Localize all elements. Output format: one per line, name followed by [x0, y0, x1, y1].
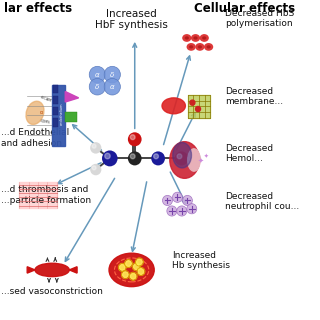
Text: Decreased
neutrophil cou...: Decreased neutrophil cou... — [225, 192, 300, 211]
Circle shape — [102, 150, 117, 166]
Circle shape — [187, 204, 197, 214]
Circle shape — [196, 107, 201, 112]
Circle shape — [190, 153, 201, 164]
Text: δ: δ — [110, 72, 115, 78]
Circle shape — [130, 135, 135, 140]
Text: ...d Endothelial
and adhesion: ...d Endothelial and adhesion — [1, 128, 69, 148]
Ellipse shape — [170, 142, 199, 178]
Text: α: α — [95, 72, 100, 78]
Circle shape — [130, 154, 135, 159]
Text: α: α — [40, 110, 43, 115]
Bar — [65, 112, 77, 122]
Ellipse shape — [173, 142, 191, 168]
Circle shape — [133, 264, 139, 270]
Text: COMS: COMS — [40, 119, 51, 124]
Bar — [53, 118, 58, 126]
Text: lar effects: lar effects — [4, 2, 72, 15]
Circle shape — [138, 269, 144, 274]
Circle shape — [192, 155, 196, 159]
Circle shape — [89, 66, 105, 83]
Circle shape — [167, 206, 177, 216]
Circle shape — [151, 151, 165, 165]
Circle shape — [182, 196, 192, 205]
Circle shape — [177, 154, 182, 159]
Circle shape — [90, 142, 101, 154]
Bar — [53, 85, 58, 93]
Ellipse shape — [26, 101, 44, 124]
Bar — [53, 96, 58, 104]
Circle shape — [177, 206, 187, 216]
Ellipse shape — [183, 35, 191, 41]
Circle shape — [130, 273, 136, 279]
Ellipse shape — [196, 44, 204, 50]
Text: ✦: ✦ — [198, 158, 204, 164]
Ellipse shape — [109, 253, 154, 287]
Ellipse shape — [205, 44, 212, 50]
Bar — [53, 107, 58, 116]
Circle shape — [92, 166, 96, 170]
Polygon shape — [69, 267, 77, 273]
Text: Increased
Hb synthesis: Increased Hb synthesis — [172, 251, 230, 270]
Text: Cellular effects: Cellular effects — [194, 2, 295, 15]
Circle shape — [104, 66, 120, 83]
Ellipse shape — [198, 46, 202, 48]
Ellipse shape — [162, 98, 185, 114]
Circle shape — [163, 196, 172, 205]
Circle shape — [90, 164, 101, 175]
Ellipse shape — [192, 35, 199, 41]
Polygon shape — [27, 267, 35, 273]
Text: sVCAM: sVCAM — [40, 95, 52, 103]
Ellipse shape — [185, 37, 188, 39]
Text: δ: δ — [95, 84, 100, 90]
Text: endothelium: endothelium — [60, 102, 63, 125]
Ellipse shape — [187, 44, 195, 50]
Circle shape — [126, 261, 131, 267]
Circle shape — [154, 154, 158, 159]
Ellipse shape — [35, 263, 69, 276]
Circle shape — [172, 192, 182, 202]
Circle shape — [175, 151, 188, 165]
Text: α: α — [110, 84, 115, 90]
Circle shape — [190, 100, 195, 105]
Ellipse shape — [207, 46, 210, 48]
Bar — [20, 182, 57, 208]
Circle shape — [128, 132, 141, 146]
Text: Decreased
membrane...: Decreased membrane... — [225, 87, 283, 106]
Ellipse shape — [194, 37, 197, 39]
Ellipse shape — [190, 46, 193, 48]
Text: ...sed vasoconstriction: ...sed vasoconstriction — [1, 287, 103, 296]
Circle shape — [123, 272, 128, 277]
Text: Decreased HbS
polymerisation: Decreased HbS polymerisation — [225, 9, 294, 28]
Bar — [52, 85, 65, 146]
Circle shape — [137, 259, 142, 265]
Text: ...d thrombosis and
...particle formation: ...d thrombosis and ...particle formatio… — [1, 186, 91, 205]
Ellipse shape — [188, 149, 200, 171]
Ellipse shape — [200, 35, 208, 41]
Circle shape — [105, 153, 110, 159]
Circle shape — [104, 78, 120, 95]
Polygon shape — [65, 92, 79, 102]
Text: ✦: ✦ — [204, 154, 208, 158]
Circle shape — [89, 78, 105, 95]
Circle shape — [128, 151, 141, 165]
Circle shape — [92, 144, 96, 148]
Text: Decreased
Hemol...: Decreased Hemol... — [225, 144, 273, 164]
Circle shape — [119, 265, 125, 270]
Text: Increased
HbF synthesis: Increased HbF synthesis — [95, 9, 168, 30]
Ellipse shape — [203, 37, 206, 39]
Bar — [188, 95, 210, 118]
